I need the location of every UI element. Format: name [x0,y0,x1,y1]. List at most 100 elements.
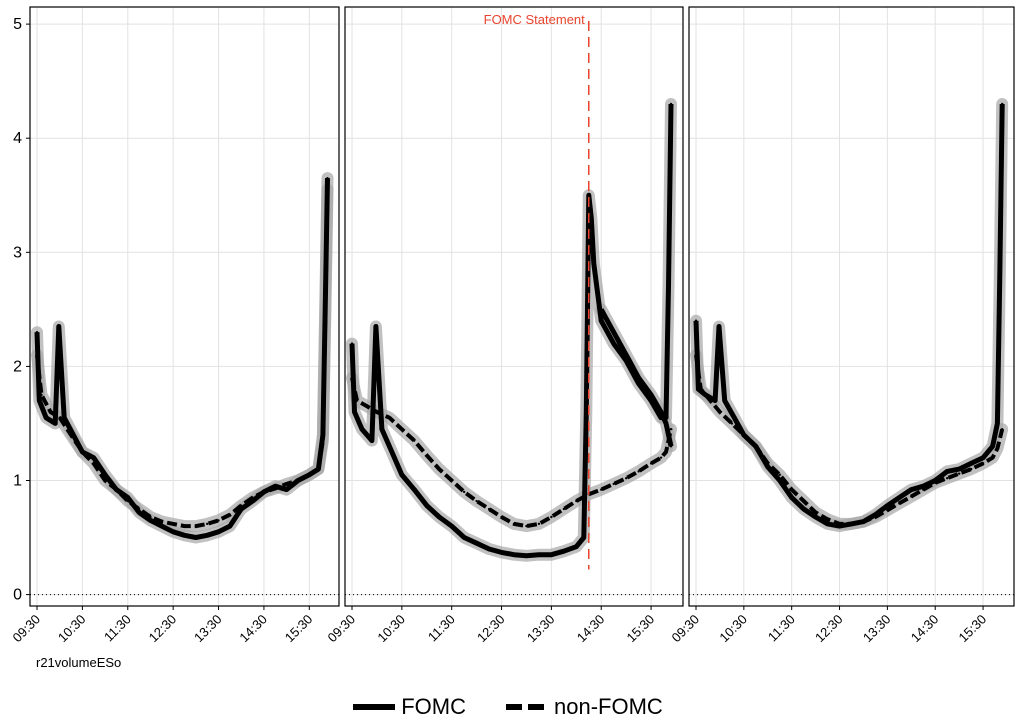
data-point [694,353,698,357]
data-point [400,473,404,476]
data-point [35,330,39,334]
data-point [92,456,95,459]
legend-dashed-swatch [505,704,548,710]
data-point [317,467,320,471]
x-tick-label: 12:30 [146,612,180,646]
data-point [669,445,673,448]
data-point [69,433,73,437]
data-point [438,467,441,471]
data-point [612,482,615,486]
data-point [996,422,999,425]
series-band-non-fomc [690,349,1009,530]
data-point [228,524,232,528]
series-band-non-fomc [31,183,334,533]
data-point [217,519,220,522]
data-point [425,504,428,507]
data-point [475,499,478,503]
data-point [826,522,829,526]
x-tick-label: 11:30 [101,612,134,645]
panel-frame [29,6,340,607]
legend-label-fomc: FOMC [401,694,466,719]
data-point [996,447,999,450]
data-point [40,393,43,397]
data-point [1001,427,1004,431]
data-point [669,102,673,106]
data-point [308,473,311,476]
data-point [360,427,364,431]
data-point [194,536,198,539]
data-point [562,550,566,553]
data-point [487,547,491,551]
data-point [425,454,428,457]
legend-item-non-fomc: non-FOMC [505,694,663,720]
data-point [183,534,186,537]
data-point [733,416,736,419]
data-point [326,176,329,180]
legend-label-non-fomc: non-FOMC [553,694,663,719]
data-point [713,399,717,402]
data-point [624,477,628,480]
data-point [659,456,663,459]
data-point [922,485,925,488]
data-point [413,488,416,491]
data-point [44,416,48,419]
y-tick-label: 4 [13,130,22,147]
series-line-non-fomc [350,377,673,529]
data-point [81,450,84,454]
data-point [57,325,60,328]
data-point [274,487,277,490]
data-point [500,515,503,519]
data-point [669,427,673,431]
data-point [945,477,949,480]
data-point [981,462,985,465]
data-point [58,416,61,419]
data-point [350,342,354,345]
data-point [115,488,118,491]
x-tick-label: 12:30 [812,612,846,646]
chart-canvas: 09:30 10:30 11:30 12:30 13:30 14:30 15:30 FOMC … [10,6,1015,646]
data-point [240,504,243,507]
data-point [814,511,817,514]
data-point [922,488,925,491]
data-point [450,479,453,482]
data-point [380,427,384,431]
data-point [600,488,603,491]
x-tick-label: 09:30 [669,612,703,646]
x-tick-label: 09:30 [10,612,44,646]
data-point [730,422,734,425]
x-tick-label: 10:30 [374,612,408,646]
data-point [438,515,441,519]
data-point [137,511,141,514]
x-tick-label: 10:30 [716,612,750,646]
data-point [624,353,628,357]
data-point [126,499,129,503]
data-point [321,439,325,442]
data-point [998,273,1002,277]
data-point [723,399,726,402]
legend-item-fomc: FOMC [353,694,466,720]
data-point [374,325,378,328]
data-point [874,515,877,519]
data-point [512,522,516,526]
data-point [450,524,453,528]
data-point [637,470,640,473]
data-point [910,488,913,491]
data-point [709,399,712,402]
fomc-statement-label: FOMC Statement [484,12,586,27]
data-point [205,522,209,526]
data-point [886,504,889,507]
data-point [898,496,901,499]
data-point [326,188,329,191]
data-point [862,520,865,523]
data-point [778,479,781,482]
series-line-non-fomc [35,189,330,529]
data-point [285,488,288,491]
data-point [355,399,359,402]
y-tick-label: 0 [13,587,22,604]
data-point [694,319,698,322]
x-tick-label: 15:30 [956,612,990,646]
data-point [754,445,758,448]
legend: FOMC non-FOMC [0,693,1016,721]
x-tick-label: 14:30 [908,612,942,646]
data-point [585,410,588,414]
